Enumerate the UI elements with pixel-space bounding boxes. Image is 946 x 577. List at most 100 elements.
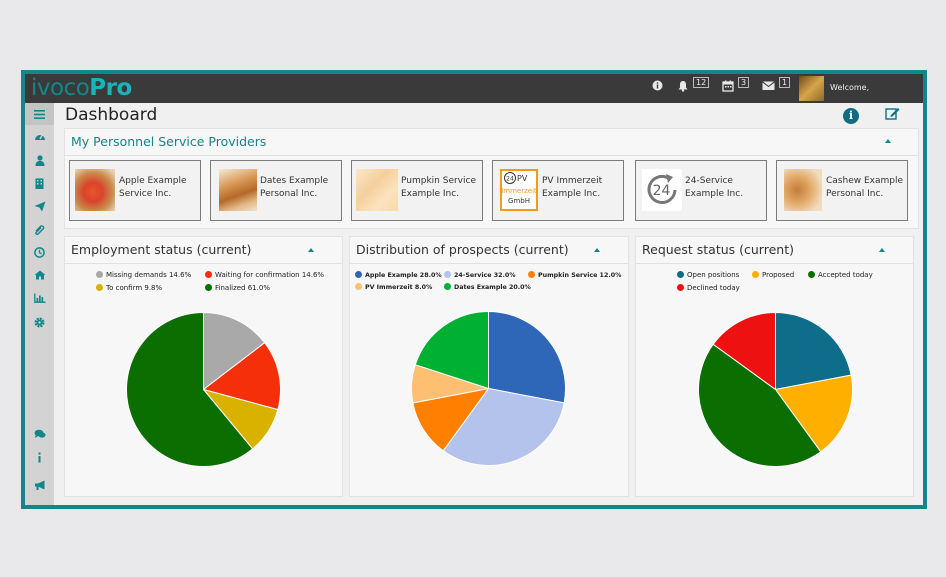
legend-item[interactable]: Waiting for confirmation 14.6% xyxy=(205,271,324,279)
legend-swatch xyxy=(355,271,362,278)
edit-icon[interactable] xyxy=(885,107,900,124)
pv-logo-text: Immerzeit xyxy=(502,187,536,195)
comments-icon[interactable] xyxy=(25,429,54,442)
home-icon[interactable] xyxy=(25,270,54,283)
divider xyxy=(350,263,628,264)
apple-logo-icon xyxy=(75,169,115,211)
divider xyxy=(65,263,342,264)
legend-swatch xyxy=(205,271,212,278)
bullhorn-icon[interactable] xyxy=(25,480,54,494)
legend-item[interactable]: Missing demands 14.6% xyxy=(96,271,191,279)
twentyfour-service-logo-icon: 24 xyxy=(642,169,682,211)
help-info-icon[interactable]: i xyxy=(843,108,859,124)
legend-swatch xyxy=(444,283,451,290)
legend-item[interactable]: Open positions xyxy=(677,271,739,279)
pie-slice-3[interactable] xyxy=(126,311,254,467)
collapse-caret-icon[interactable] xyxy=(885,139,891,143)
provider-name: Apple Example Service Inc. xyxy=(119,176,187,199)
legend-item[interactable]: Finalized 61.0% xyxy=(205,284,270,292)
provider-card[interactable]: Pumpkin Service Example Inc. xyxy=(351,160,483,221)
legend-label: Pumpkin Service 12.0% xyxy=(538,272,622,279)
app-window: ivocoPro 12 3 1 Welcome, xyxy=(25,74,923,505)
info-circle-icon[interactable] xyxy=(652,80,663,94)
pie-slice-1[interactable] xyxy=(774,374,853,453)
provider-name: Pumpkin Service Example Inc. xyxy=(401,176,476,199)
provider-card[interactable]: Apple Example Service Inc. xyxy=(69,160,201,221)
pie-slice-0[interactable] xyxy=(488,310,566,404)
provider-name: 24-Service Example Inc. xyxy=(685,176,744,199)
pie-slice-0[interactable] xyxy=(775,311,852,391)
dashboard-icon[interactable] xyxy=(25,131,54,144)
legend-swatch xyxy=(528,271,535,278)
provider-card[interactable]: 24 PV Immerzeit GmbH PV Immerzeit Exampl… xyxy=(492,160,624,221)
pv-immerzeit-logo-icon: 24 PV Immerzeit GmbH xyxy=(500,169,538,211)
bell-icon[interactable] xyxy=(677,80,689,95)
legend-item[interactable]: Proposed xyxy=(752,271,794,279)
legend-item[interactable]: To confirm 9.8% xyxy=(96,284,162,292)
logo-text-2: Pro xyxy=(89,75,132,101)
pie-slice-1[interactable] xyxy=(442,387,565,466)
provider-name: Dates Example Personal Inc. xyxy=(260,176,329,199)
legend-swatch xyxy=(96,271,103,278)
building-icon[interactable] xyxy=(25,178,54,192)
pie-slice-2[interactable] xyxy=(698,343,822,467)
paper-plane-icon[interactable] xyxy=(25,201,54,215)
twentyfour-logo-text: 24 xyxy=(653,183,671,199)
welcome-text: Welcome, xyxy=(830,83,870,92)
calendar-icon[interactable] xyxy=(722,80,734,95)
dates-logo-icon xyxy=(219,169,257,211)
paperclip-icon[interactable] xyxy=(25,224,54,238)
legend-item[interactable]: Accepted today xyxy=(808,271,873,279)
legend-item[interactable]: Declined today xyxy=(677,284,740,292)
collapse-caret-icon[interactable] xyxy=(594,248,600,252)
collapse-caret-icon[interactable] xyxy=(879,248,885,252)
chart-title: Distribution of prospects (current) xyxy=(356,242,569,257)
legend-label: Finalized 61.0% xyxy=(215,284,270,292)
legend-label: Apple Example 28.0% xyxy=(365,272,442,279)
notifications-badge: 12 xyxy=(693,77,710,88)
pv-logo-text: PV xyxy=(517,174,528,183)
legend-item[interactable]: Dates Example 20.0% xyxy=(444,283,531,291)
pv-logo-text: GmbH xyxy=(508,197,530,205)
legend-swatch xyxy=(355,283,362,290)
legend-item[interactable]: 24-Service 32.0% xyxy=(444,271,516,279)
provider-card[interactable]: 24 24-Service Example Inc. xyxy=(635,160,767,221)
divider xyxy=(65,155,918,156)
legend-label: Missing demands 14.6% xyxy=(106,271,192,279)
legend-label: Accepted today xyxy=(818,271,873,279)
legend-label: Waiting for confirmation 14.6% xyxy=(215,271,325,279)
provider-card[interactable]: Dates Example Personal Inc. xyxy=(210,160,342,221)
legend-label: Dates Example 20.0% xyxy=(454,284,531,291)
gear-icon[interactable] xyxy=(25,317,54,331)
legend-label: Proposed xyxy=(762,271,795,279)
providers-panel-title: My Personnel Service Providers xyxy=(71,134,267,149)
provider-card[interactable]: Cashew Example Personal Inc. xyxy=(776,160,908,221)
legend-label: Open positions xyxy=(687,271,740,279)
logo[interactable]: ivocoPro xyxy=(31,75,132,102)
legend-swatch xyxy=(205,284,212,291)
legend-swatch xyxy=(677,284,684,291)
employment-status-pie-chart xyxy=(126,311,281,467)
avatar[interactable] xyxy=(799,76,824,101)
pumpkin-logo-icon xyxy=(356,169,398,211)
legend-label: 24-Service 32.0% xyxy=(454,272,516,279)
pie-slice-4[interactable] xyxy=(414,310,489,390)
pie-slice-0[interactable] xyxy=(203,311,266,391)
info-icon[interactable] xyxy=(25,452,54,466)
menu-toggle-icon[interactable] xyxy=(25,103,54,125)
page-title: Dashboard xyxy=(65,105,158,125)
legend-label: PV Immerzeit 8.0% xyxy=(365,284,433,291)
legend-item[interactable]: Pumpkin Service 12.0% xyxy=(528,271,621,279)
pie-slice-3[interactable] xyxy=(712,311,776,391)
employment-status-panel: Employment status (current) xyxy=(64,236,343,497)
envelope-icon[interactable] xyxy=(762,80,775,94)
legend-item[interactable]: Apple Example 28.0% xyxy=(355,271,442,279)
clock-icon[interactable] xyxy=(25,247,54,261)
user-icon[interactable] xyxy=(25,155,54,169)
legend-item[interactable]: PV Immerzeit 8.0% xyxy=(355,283,432,291)
collapse-caret-icon[interactable] xyxy=(308,248,314,252)
provider-name: PV Immerzeit Example Inc. xyxy=(542,176,603,199)
pie-slice-1[interactable] xyxy=(202,341,281,411)
bar-chart-icon[interactable] xyxy=(25,293,54,306)
request-status-pie-chart xyxy=(698,311,853,467)
